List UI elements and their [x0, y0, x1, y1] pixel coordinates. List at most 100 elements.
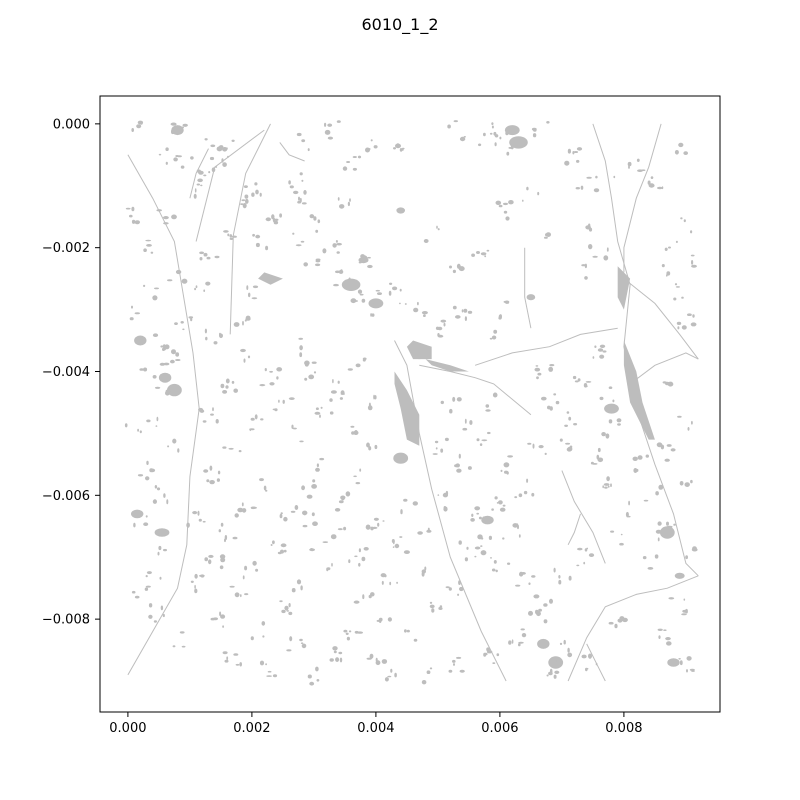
spot-feature [431, 608, 435, 613]
spot-feature [564, 424, 568, 427]
spot-feature [215, 419, 219, 424]
spot-feature [666, 521, 669, 526]
spot-feature [240, 594, 242, 598]
spot-feature [339, 657, 343, 663]
spot-feature [384, 677, 389, 682]
spot-feature [348, 630, 352, 633]
spot-feature [655, 491, 659, 496]
spot-feature [222, 446, 227, 449]
spot-feature [377, 292, 382, 295]
spot-feature [616, 418, 622, 423]
spot-feature [377, 522, 380, 527]
spot-feature [312, 521, 318, 526]
spot-feature [650, 176, 654, 180]
spot-feature [485, 404, 490, 408]
spot-feature [137, 428, 140, 432]
spot-feature [255, 568, 259, 572]
spot-feature [679, 660, 683, 666]
spot-feature [478, 516, 482, 520]
spot-feature [332, 646, 338, 651]
spot-feature [222, 651, 228, 655]
spot-feature [245, 317, 251, 321]
spot-feature [554, 659, 557, 663]
spot-feature [228, 447, 234, 450]
spot-feature [499, 136, 502, 140]
spot-feature [567, 652, 573, 658]
spot-feature [357, 155, 362, 159]
x-tick-label: 0.004 [357, 721, 394, 736]
spot-feature [520, 572, 526, 575]
spot-feature [220, 614, 226, 619]
spot-feature [495, 200, 502, 205]
spot-feature [154, 287, 159, 290]
spot-feature [658, 484, 664, 490]
spot-feature [448, 669, 453, 673]
spot-feature [619, 542, 624, 546]
spot-feature [355, 363, 361, 368]
spot-feature [350, 425, 355, 428]
spot-feature [163, 548, 167, 552]
spot-feature [559, 642, 563, 646]
spot-feature [673, 297, 677, 301]
spot-feature [494, 142, 497, 147]
spot-feature [283, 516, 288, 522]
spot-feature [423, 314, 426, 318]
spot-feature [225, 378, 230, 384]
spot-feature [288, 611, 293, 616]
spot-feature [661, 264, 665, 268]
y-tick-label: −0.004 [42, 365, 90, 380]
spot-feature [233, 322, 240, 327]
spot-feature [370, 526, 374, 531]
spot-feature [666, 641, 672, 646]
spot-feature [225, 385, 229, 389]
spot-feature [573, 151, 579, 153]
spot-feature [471, 513, 474, 517]
spot-feature [298, 196, 300, 201]
x-tick-label: 0.000 [109, 721, 146, 736]
spot-feature [567, 148, 572, 154]
spot-feature [417, 301, 419, 306]
spot-feature [480, 545, 483, 547]
spot-feature [567, 647, 570, 653]
spot-feature [445, 490, 449, 497]
spot-feature [299, 440, 304, 443]
spot-feature [353, 475, 357, 478]
spot-feature [467, 310, 473, 314]
spot-feature [362, 357, 367, 361]
spot-feature [165, 161, 168, 165]
spot-feature [315, 258, 321, 261]
spot-feature [690, 230, 693, 234]
spot-feature [496, 653, 500, 657]
spot-feature [568, 416, 572, 421]
spot-feature [574, 380, 579, 383]
spot-feature [234, 592, 240, 598]
spot-feature [198, 170, 204, 175]
spot-feature [657, 186, 663, 190]
spot-feature [259, 192, 262, 197]
spot-feature [374, 395, 377, 400]
spot-feature [336, 120, 341, 123]
spot-feature [293, 190, 299, 195]
spot-feature [238, 450, 242, 453]
spot-feature [152, 499, 157, 504]
spot-feature [139, 368, 144, 371]
spot-feature [266, 675, 272, 677]
spot-feature [424, 566, 427, 571]
spot-feature [588, 653, 592, 659]
spot-feature [449, 408, 453, 414]
pond-blob [504, 125, 520, 136]
spot-feature [664, 247, 668, 251]
spot-feature [464, 418, 467, 424]
spot-feature [279, 213, 282, 218]
spot-feature [489, 337, 493, 340]
spot-feature [690, 254, 695, 257]
spot-feature [182, 328, 185, 331]
spot-feature [292, 427, 297, 430]
spot-feature [498, 204, 503, 208]
spot-feature [299, 638, 303, 642]
spot-feature [163, 222, 169, 225]
spot-feature [585, 225, 591, 230]
spot-feature [150, 251, 154, 254]
spot-feature [613, 175, 616, 179]
spot-feature [474, 555, 477, 558]
